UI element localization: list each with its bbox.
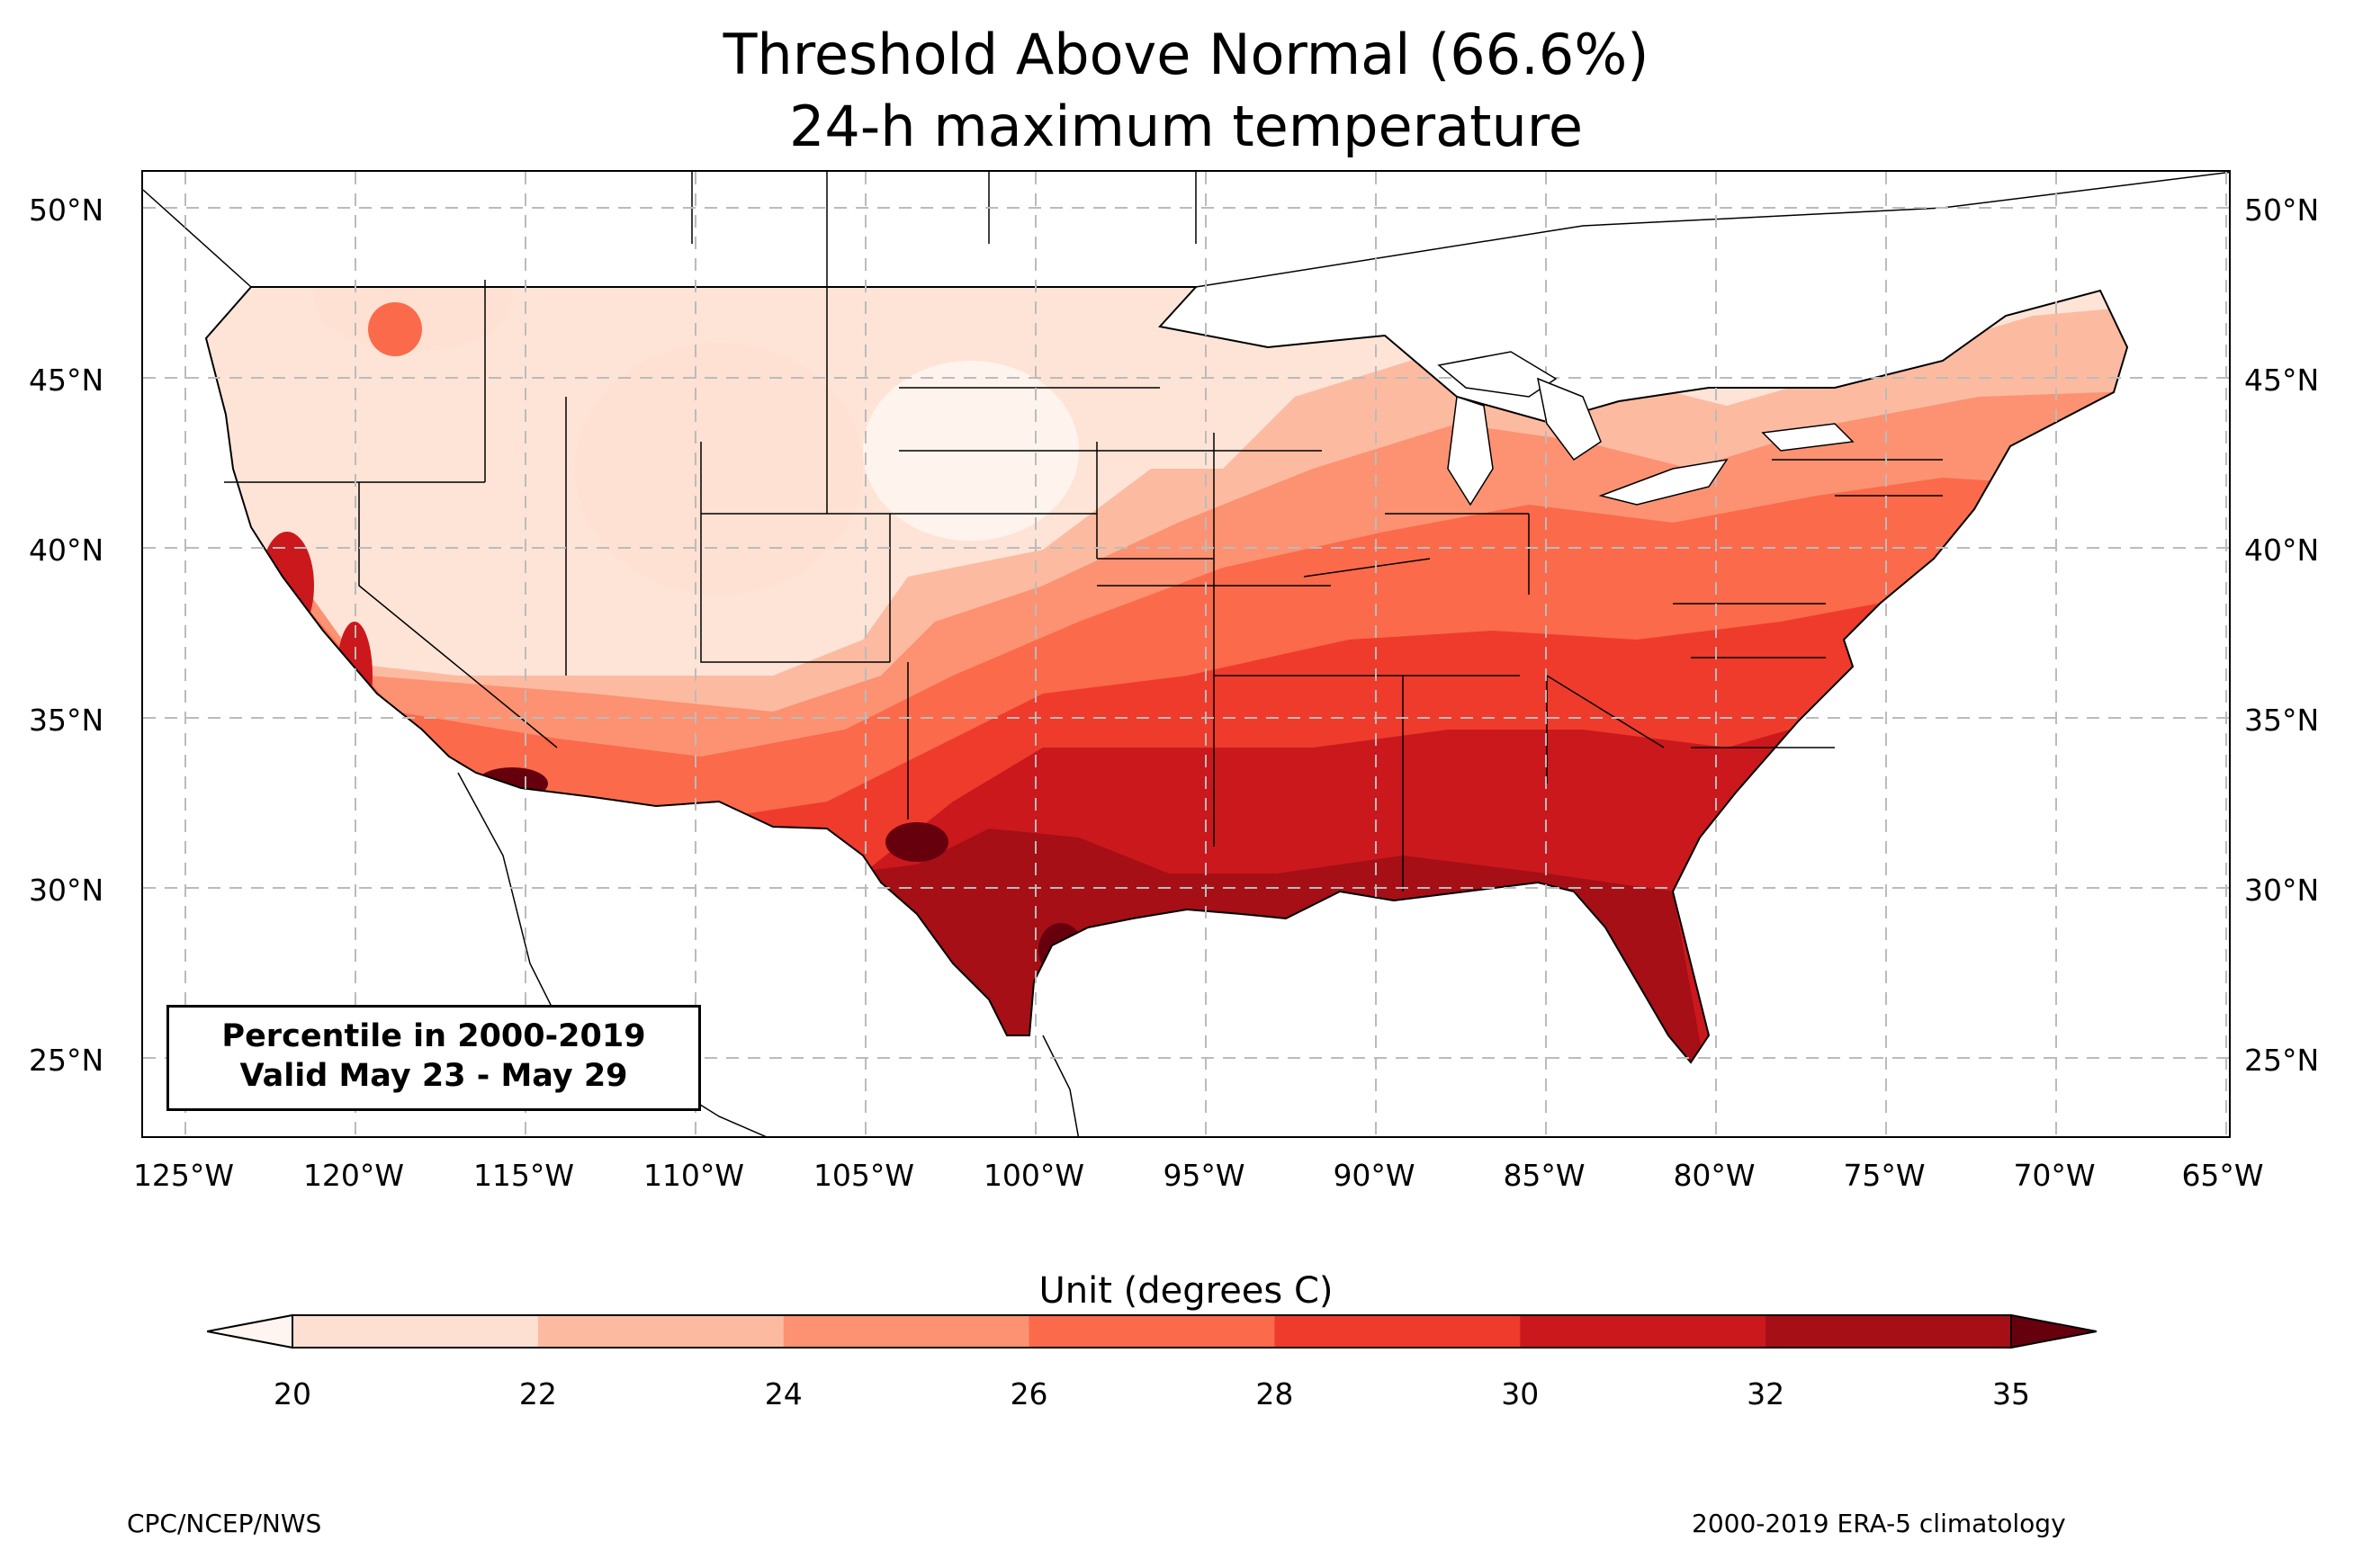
colorbar-tick-35: 35 bbox=[1992, 1376, 2030, 1411]
colorbar-tick-28: 28 bbox=[1255, 1376, 1294, 1411]
colorbar-title: Unit (degrees C) bbox=[1038, 1270, 1334, 1312]
colorbar-segment-2 bbox=[783, 1315, 1030, 1348]
lat-label-right-40: 40°N bbox=[2244, 533, 2320, 568]
colorbar-tick-30: 30 bbox=[1501, 1376, 1540, 1411]
lat-label-left-50: 50°N bbox=[29, 193, 104, 228]
lon-label-65w: 65°W bbox=[2181, 1158, 2264, 1193]
chart-title: Threshold Above Normal (66.6%) bbox=[723, 22, 1649, 87]
colorbar-segment-1 bbox=[537, 1315, 785, 1348]
colorbar-tick-24: 24 bbox=[764, 1376, 803, 1411]
lat-label-left-25: 25°N bbox=[29, 1043, 104, 1078]
lon-label-115w: 115°W bbox=[472, 1158, 575, 1193]
footer-climatology: 2000-2019 ERA-5 climatology bbox=[1692, 1509, 2066, 1538]
info-box-line1: Percentile in 2000-2019 bbox=[221, 1018, 646, 1054]
lat-label-right-35: 35°N bbox=[2244, 703, 2320, 738]
info-box-line2: Valid May 23 - May 29 bbox=[239, 1058, 628, 1094]
colorbar-segment-3 bbox=[1029, 1315, 1275, 1348]
info-box: Percentile in 2000-2019 Valid May 23 - M… bbox=[166, 1005, 701, 1111]
lon-label-125w: 125°W bbox=[132, 1158, 235, 1193]
chart-subtitle: 24-h maximum temperature bbox=[788, 94, 1584, 159]
lon-label-95w: 95°W bbox=[1163, 1158, 1245, 1193]
great-lakes bbox=[1437, 351, 1855, 506]
colorbar-segment-4 bbox=[1274, 1315, 1521, 1348]
colorbar-tick-26: 26 bbox=[1010, 1376, 1048, 1411]
lon-label-100w: 100°W bbox=[983, 1158, 1085, 1193]
temperature-map bbox=[143, 172, 2229, 1136]
footer-source: CPC/NCEP/NWS bbox=[127, 1509, 322, 1538]
lat-label-left-30: 30°N bbox=[29, 873, 104, 908]
colorbar bbox=[207, 1313, 2097, 1349]
conus-outline bbox=[204, 286, 2129, 1064]
colorbar-tick-32: 32 bbox=[1747, 1376, 1785, 1411]
lat-label-left-40: 40°N bbox=[29, 533, 104, 568]
lon-label-70w: 70°W bbox=[2013, 1158, 2096, 1193]
colorbar-under-arrow bbox=[207, 1313, 293, 1349]
lon-label-90w: 90°W bbox=[1333, 1158, 1415, 1193]
lon-label-105w: 105°W bbox=[813, 1158, 915, 1193]
lat-label-right-45: 45°N bbox=[2244, 363, 2320, 398]
lat-label-left-45: 45°N bbox=[29, 363, 104, 398]
colorbar-over-arrow bbox=[2010, 1313, 2097, 1349]
lon-label-120w: 120°W bbox=[302, 1158, 405, 1193]
lon-label-75w: 75°W bbox=[1843, 1158, 1926, 1193]
colorbar-segment-0 bbox=[292, 1315, 539, 1348]
colorbar-segment-6 bbox=[1766, 1315, 2012, 1348]
lon-label-80w: 80°W bbox=[1673, 1158, 1756, 1193]
lon-label-110w: 110°W bbox=[642, 1158, 745, 1193]
colorbar-tick-20: 20 bbox=[274, 1376, 311, 1411]
colorbar-tick-22: 22 bbox=[518, 1376, 557, 1411]
map-panel bbox=[141, 170, 2231, 1138]
lat-label-right-25: 25°N bbox=[2244, 1043, 2320, 1078]
lat-label-right-50: 50°N bbox=[2244, 193, 2320, 228]
lon-label-85w: 85°W bbox=[1503, 1158, 1586, 1193]
lat-label-left-35: 35°N bbox=[29, 703, 104, 738]
colorbar-segment-5 bbox=[1520, 1315, 1766, 1348]
colorbar-segments bbox=[292, 1315, 2012, 1348]
lat-label-right-30: 30°N bbox=[2244, 873, 2320, 908]
